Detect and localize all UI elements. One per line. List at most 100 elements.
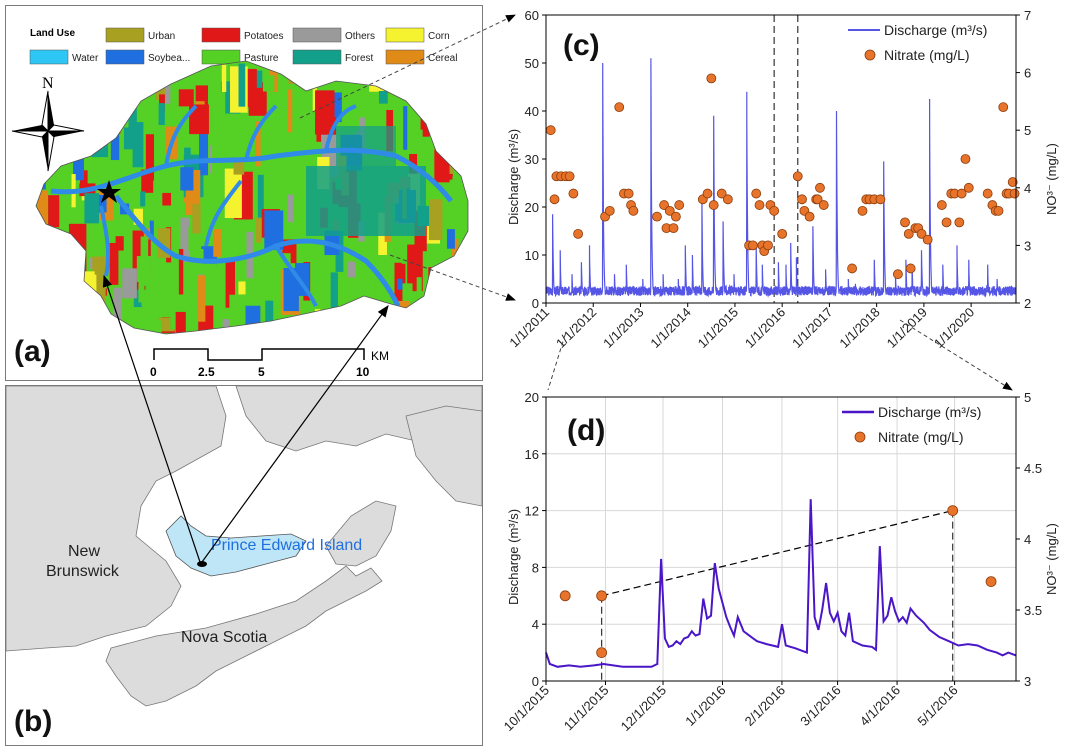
legend-swatch-soybean (105, 49, 145, 65)
land-use-patch (189, 104, 209, 135)
land-use-patch (178, 249, 184, 295)
c-nitrate-point (668, 223, 679, 234)
watershed-location-marker (197, 561, 207, 567)
c-discharge-line (545, 58, 1017, 298)
c-nitrate-point (956, 188, 967, 199)
c-y2label: NO³⁻ (mg/L) (1044, 143, 1059, 215)
c-nitrate-point (623, 188, 634, 199)
land-use-patch (257, 174, 264, 221)
land-use-patch (330, 272, 338, 322)
c-y2tick-label: 3 (1024, 238, 1031, 253)
c-nitrate-point (549, 194, 560, 205)
c-nitrate-point (900, 217, 910, 228)
c-nitrate-point (564, 171, 575, 182)
d-nitrate-point (596, 647, 608, 658)
c-nitrate-point (922, 234, 933, 245)
c-legend-marker (864, 49, 876, 61)
land-use-patch (128, 93, 137, 143)
legend-label-urban: Urban (148, 31, 175, 42)
d-ytick-label: 16 (525, 447, 539, 462)
land-use-patch (133, 208, 143, 225)
c-nitrate-point (936, 200, 947, 210)
land-use-patch (115, 236, 124, 251)
c-y2tick-label: 5 (1024, 123, 1031, 138)
d-xtick-label: 1/1/2016 (682, 683, 728, 729)
c-nitrate-point (893, 269, 903, 280)
c-nitrate-point (670, 211, 681, 222)
land-use-patch (255, 217, 262, 243)
land-use-patch (287, 194, 294, 223)
land-use-patch (195, 85, 208, 105)
d-legend-discharge: Discharge (m³/s) (878, 404, 981, 420)
land-use-patch (145, 134, 155, 181)
land-use-patch (370, 259, 375, 296)
land-use-patch (165, 78, 171, 104)
panel-label-b: (b) (14, 705, 52, 738)
land-use-patch (304, 133, 315, 147)
c-nitrate-point (916, 228, 927, 239)
c-ytick-label: 0 (532, 296, 539, 311)
land-use-patch (212, 92, 226, 128)
c-nitrate-point (763, 240, 773, 251)
c-nitrate-point (804, 211, 815, 222)
land-use-patch (233, 159, 245, 175)
legend-swatch-urban (105, 27, 145, 43)
land-use-patch (94, 263, 105, 275)
legend-label-water: Water (72, 53, 99, 64)
c-nitrate-point (960, 154, 971, 164)
c-nitrate-point (614, 102, 625, 113)
c-ylabel: Discharge (m³/s) (506, 129, 521, 225)
label-new-brunswick-2: Brunswick (46, 563, 120, 580)
d-y2label: NO³⁻ (mg/L) (1044, 523, 1059, 595)
legend-label-pasture: Pasture (244, 53, 279, 64)
c-nitrate-point (751, 188, 762, 199)
c-nitrate-point (722, 194, 733, 205)
legend-label-potatoes: Potatoes (244, 31, 283, 42)
d-xtick-label: 10/1/2015 (501, 683, 553, 735)
d-nitrate-point (985, 576, 997, 587)
north-label: N (42, 75, 54, 92)
c-ytick-label: 20 (525, 200, 539, 215)
land-use-patch (183, 113, 193, 145)
c-nitrate-point (777, 228, 788, 239)
land-use-patch (347, 261, 356, 278)
d-y2tick-label: 3 (1024, 674, 1031, 689)
land-use-patch (178, 89, 194, 107)
land-use-patch (80, 170, 88, 196)
land-use-patch (140, 236, 149, 286)
land-use-patch (213, 229, 222, 257)
d-discharge-line (545, 499, 1017, 668)
c-ytick-label: 10 (525, 248, 539, 263)
c-nitrate-point (982, 188, 993, 199)
land-use-patch (238, 63, 246, 107)
north-arrow-icon (11, 90, 85, 172)
c-nitrate-point (1009, 188, 1020, 199)
land-use-patch (429, 199, 443, 241)
land-use-patch (275, 111, 280, 130)
legend-swatch-water (29, 49, 69, 65)
d-nitrate-point (596, 590, 608, 602)
c-nitrate-point (875, 194, 886, 205)
c-nitrate-point (706, 73, 717, 84)
c-nitrate-point (573, 228, 584, 239)
d-y2tick-label: 3.5 (1024, 603, 1042, 618)
d-nitrate-point (559, 590, 571, 602)
land-use-patch (225, 260, 235, 308)
d-y2tick-label: 4.5 (1024, 461, 1042, 476)
c-nitrate-point (818, 200, 829, 210)
d-legend-marker (854, 431, 866, 443)
land-use-patch (241, 171, 253, 220)
land-use-patch (98, 194, 107, 213)
c-nitrate-point (792, 171, 803, 182)
d-xtick-label: 4/1/2016 (857, 683, 903, 729)
label-nova-scotia: Nova Scotia (181, 629, 267, 646)
c-legend-nitrate: Nitrate (mg/L) (884, 47, 970, 63)
newfoundland-land (405, 405, 483, 507)
c-nitrate-point (954, 217, 965, 228)
land-use-patch (255, 121, 261, 167)
c-nitrate-point (1007, 177, 1018, 187)
c-ytick-label: 40 (525, 104, 539, 119)
legend-label-soybean: Soybea... (148, 53, 190, 64)
c-nitrate-point (903, 228, 914, 239)
